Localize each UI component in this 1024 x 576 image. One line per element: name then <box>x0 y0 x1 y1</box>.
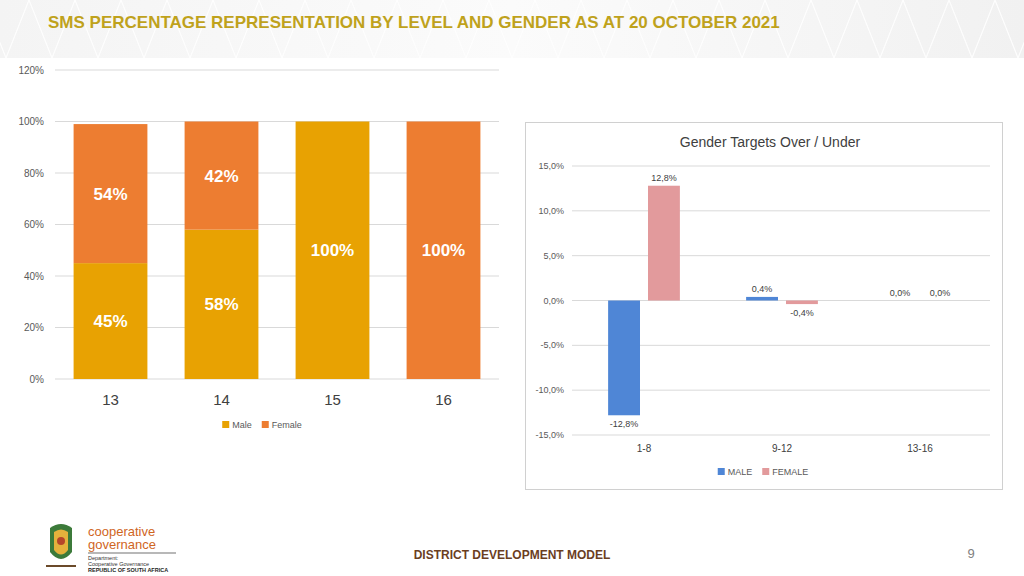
legend-label: Male <box>232 420 252 430</box>
logo: cooperativegovernanceDepartment:Cooperat… <box>46 524 176 573</box>
legend-label: Female <box>272 420 302 430</box>
header-pattern-line <box>788 0 834 58</box>
y-tick-label: 15,0% <box>538 161 564 171</box>
grid-line <box>572 255 990 256</box>
logo-text: governance <box>88 537 156 552</box>
slide-title: SMS PERCENTAGE REPRESENTATION BY LEVEL A… <box>48 13 780 32</box>
bar <box>648 186 680 301</box>
y-tick-label: 0,0% <box>543 296 564 306</box>
y-tick-label: 40% <box>24 271 44 282</box>
header-pattern-line <box>1018 0 1024 58</box>
bar-segment <box>296 122 370 380</box>
legend: Male Female <box>222 420 302 430</box>
bar <box>786 301 818 305</box>
data-label: -12,8% <box>610 419 639 429</box>
logo-text: REPUBLIC OF SOUTH AFRICA <box>88 567 168 573</box>
y-tick-label: 10,0% <box>538 206 564 216</box>
legend-label: MALE <box>728 467 753 477</box>
x-tick-label: 16 <box>435 391 452 408</box>
data-label: -0,4% <box>790 308 814 318</box>
footer-text: DISTRICT DEVELOPMENT MODEL <box>414 548 611 562</box>
header-pattern-line <box>972 0 1018 58</box>
bars <box>74 122 481 380</box>
y-tick-label: 80% <box>24 168 44 179</box>
emblem-base <box>46 565 76 567</box>
legend-label: FEMALE <box>772 467 808 477</box>
legend-swatch <box>718 468 725 475</box>
data-label: 54% <box>93 185 127 204</box>
y-tick-label: -15,0% <box>535 430 564 440</box>
data-labels: 45% 54% 58% 42% 100% 100% <box>93 167 465 331</box>
header-pattern-line <box>926 0 972 58</box>
logo-rule <box>88 553 176 554</box>
emblem-inner <box>54 530 68 555</box>
page-number: 9 <box>967 546 974 561</box>
bar-segment <box>74 124 148 263</box>
data-label: 0,4% <box>752 284 773 294</box>
y-tick-label: 60% <box>24 219 44 230</box>
y-tick-label: 0% <box>30 374 45 385</box>
data-label: 42% <box>204 167 238 186</box>
bar-segment <box>407 122 481 380</box>
emblem-sun <box>57 537 65 545</box>
data-label: 0,0% <box>930 288 951 298</box>
header-pattern-line <box>6 0 52 58</box>
y-tick-label: -10,0% <box>535 385 564 395</box>
y-tick-label: 20% <box>24 322 44 333</box>
bar-segment <box>296 121 370 122</box>
bar <box>924 300 956 301</box>
header-band <box>0 0 1024 58</box>
legend: MALE FEMALE <box>718 467 809 477</box>
header-pattern-line <box>0 0 6 58</box>
x-tick-label: 1-8 <box>637 443 652 454</box>
x-tick-label: 13 <box>102 391 119 408</box>
y-tick-label: 100% <box>18 116 44 127</box>
chart-panel <box>526 123 1003 490</box>
x-tick-label: 14 <box>213 391 230 408</box>
chart-title: Gender Targets Over / Under <box>680 134 861 150</box>
slide: SMS PERCENTAGE REPRESENTATION BY LEVEL A… <box>0 0 1024 576</box>
grid-line <box>572 435 990 436</box>
header-pattern-line <box>880 0 926 58</box>
data-label: 12,8% <box>651 173 677 183</box>
grid-line <box>572 210 990 211</box>
bar-segment <box>185 230 259 379</box>
header-pattern <box>0 0 1024 58</box>
grid-line <box>572 166 990 167</box>
bars <box>608 186 818 416</box>
chart: Gender Targets Over / Under -15,0% -10,0% -… <box>526 123 1003 490</box>
bar <box>608 301 640 416</box>
data-label: 100% <box>422 241 465 260</box>
emblem-shield <box>50 524 72 559</box>
legend-swatch <box>762 468 769 475</box>
bar-segment <box>74 263 148 379</box>
data-label: 100% <box>311 241 354 260</box>
y-tick-label: -5,0% <box>540 340 564 350</box>
x-tick-label: 13-16 <box>907 443 933 454</box>
y-tick-label: 120% <box>18 65 44 76</box>
data-label: 0,0% <box>890 288 911 298</box>
chart: 0% 20% 40% 60% 80% 100% 120% 45% 54% 58% 42% 100% 10… <box>18 65 499 431</box>
y-tick-label: 5,0% <box>543 251 564 261</box>
bar <box>884 300 916 301</box>
legend-swatch <box>222 421 229 428</box>
header-pattern-line <box>834 0 880 58</box>
bar-segment <box>185 122 259 230</box>
data-labels: -12,8% 12,8% 0,4% -0,4% 0,0% 0,0% <box>610 173 950 430</box>
data-label: 58% <box>204 295 238 314</box>
legend-swatch <box>262 421 269 428</box>
data-label: 45% <box>93 312 127 331</box>
x-tick-label: 15 <box>324 391 341 408</box>
grid-line <box>55 70 499 71</box>
x-tick-label: 9-12 <box>772 443 792 454</box>
bar <box>746 297 778 301</box>
